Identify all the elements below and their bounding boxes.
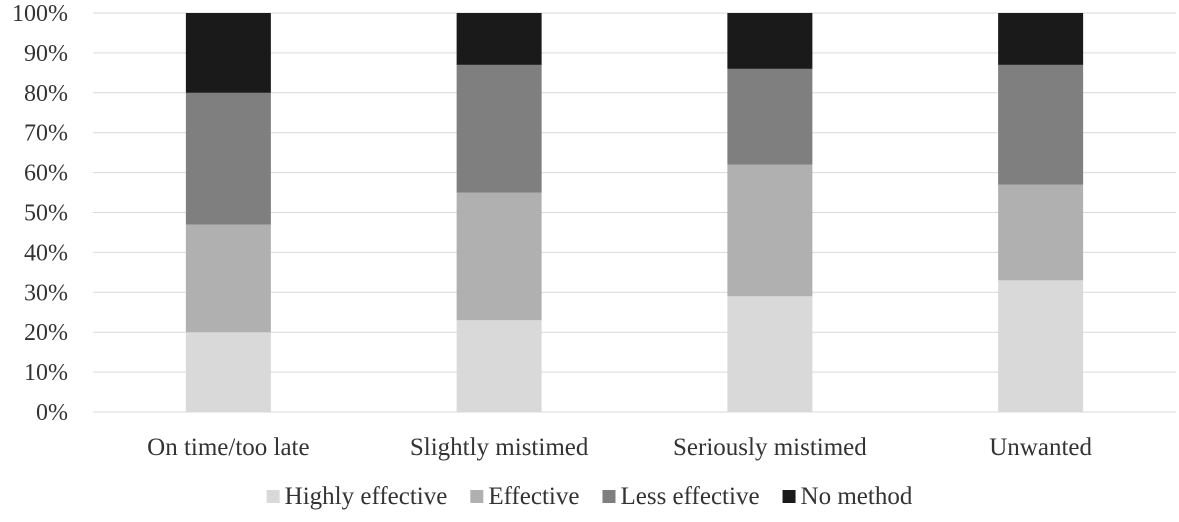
bar-segment [727,13,813,69]
x-category-label: Slightly mistimed [410,434,589,461]
y-tick-label: 70% [24,121,68,147]
legend: Highly effective Effective Less effective N… [266,483,913,510]
bar-segment [185,92,271,225]
bar-segment [185,13,271,93]
x-category-label: Unwanted [989,434,1092,461]
y-tick-label: 90% [24,41,68,67]
y-axis-tick-labels: 0% 10% 20% 30% 40% 50% 60% 70% 80% 90% 100% [12,1,68,426]
y-tick-label: 80% [24,81,68,107]
y-tick-label: 60% [24,161,68,187]
bar-segment [456,13,542,65]
bar-segment [998,184,1084,281]
bar-segment [998,13,1084,65]
bars [185,13,1084,412]
legend-swatch [602,490,616,503]
bar-segment [727,164,813,297]
y-tick-label: 30% [24,280,68,306]
y-tick-label: 20% [24,320,68,346]
legend-label: No method [801,483,913,510]
bar-segment [185,224,271,333]
bar-segment [727,296,813,412]
legend-label: Less effective [620,483,759,510]
y-tick-label: 100% [12,1,68,27]
gridlines [93,12,1176,373]
x-category-label: On time/too late [147,434,309,461]
x-axis-category-labels: On time/too late Slightly mistimed Serious… [147,434,1092,461]
legend-label: Highly effective [285,483,448,510]
legend-item: Less effective [602,483,760,510]
bar-segment [456,64,542,193]
bar-segment [998,280,1084,412]
legend-swatch [266,490,280,503]
bar-segment [456,320,542,412]
legend-swatch [782,490,796,503]
legend-label: Effective [488,483,579,510]
legend-item: Highly effective [266,483,448,510]
x-category-label: Seriously mistimed [673,434,867,461]
y-tick-label: 10% [24,360,68,386]
bar-segment [185,332,271,412]
y-tick-label: 0% [36,400,68,426]
y-tick-label: 40% [24,240,68,266]
legend-swatch [470,490,484,503]
legend-item: Effective [470,483,579,510]
legend-item: No method [782,483,913,510]
bar-segment [998,64,1084,185]
bar-segment [456,192,542,321]
y-tick-label: 50% [24,201,68,227]
bar-segment [727,68,813,165]
